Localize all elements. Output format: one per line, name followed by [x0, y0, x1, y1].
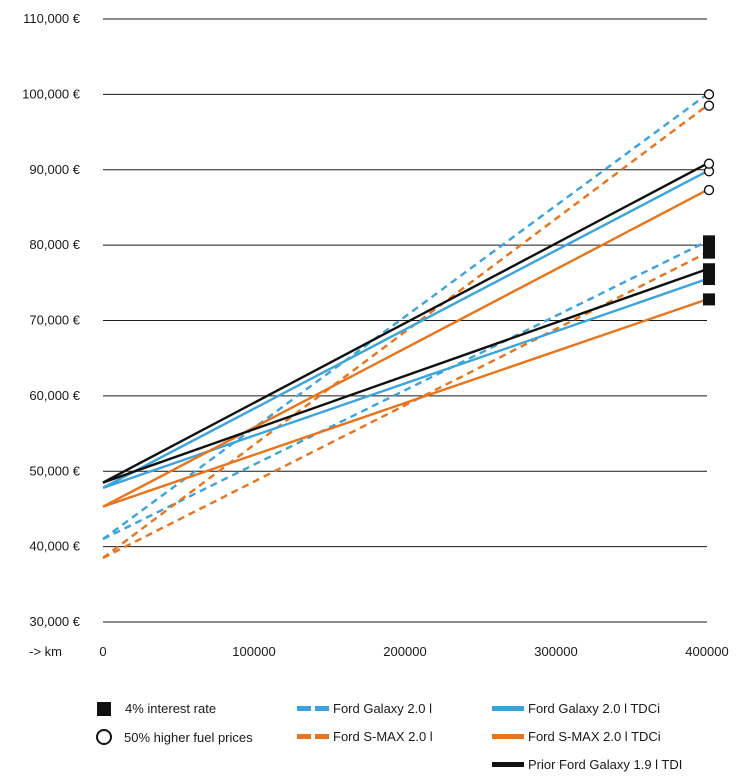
legend-item-prior-galaxy: Prior Ford Galaxy 1.9 l TDI	[492, 757, 682, 772]
y-tick-label: 40,000 €	[29, 539, 80, 554]
square-marker	[703, 246, 715, 259]
y-tick-label: 30,000 €	[29, 614, 80, 629]
series-line	[102, 240, 708, 541]
series-line	[102, 93, 708, 541]
circle-marker	[703, 184, 715, 196]
x-tick-label: 300000	[534, 644, 577, 659]
y-tick-label: 60,000 €	[29, 388, 80, 403]
square-marker	[703, 273, 715, 286]
circle-marker-icon	[96, 729, 112, 745]
x-unit-label: -> km	[29, 644, 62, 659]
series-line	[102, 170, 708, 489]
legend-label: 50% higher fuel prices	[124, 729, 253, 745]
legend-item-fuel: 50% higher fuel prices	[96, 729, 253, 745]
orange-dashed-line-icon	[297, 734, 329, 739]
legend-label: 4% interest rate	[125, 701, 217, 716]
legend-item-galaxy-diesel: Ford Galaxy 2.0 l TDCi	[492, 701, 660, 716]
series-line	[102, 277, 708, 489]
y-tick-label: 50,000 €	[29, 463, 80, 478]
y-tick-label: 70,000 €	[29, 313, 80, 328]
square-marker	[703, 235, 715, 248]
x-tick-label: 400000	[685, 644, 728, 659]
square-marker-icon	[97, 701, 111, 716]
series-line	[102, 268, 708, 484]
series-line	[102, 189, 708, 508]
series-lines	[102, 93, 708, 560]
legend-item-smax-petrol: Ford S-MAX 2.0 l	[297, 729, 433, 744]
legend-label: Ford Galaxy 2.0 l	[333, 701, 432, 716]
y-tick-label: 80,000 €	[29, 237, 80, 252]
series-markers	[703, 89, 715, 306]
series-line	[102, 162, 708, 484]
blue-solid-line-icon	[492, 706, 524, 711]
gridlines	[103, 18, 707, 623]
square-marker	[703, 293, 715, 306]
x-axis-ticks: -> km 0 100000 200000 300000 400000	[29, 644, 729, 659]
series-line	[102, 251, 708, 560]
square-marker	[703, 263, 715, 276]
legend-label: Ford Galaxy 2.0 l TDCi	[528, 701, 660, 716]
x-tick-label: 100000	[232, 644, 275, 659]
line-chart: 30,000 € 40,000 € 50,000 € 60,000 € 70,000 €…	[22, 11, 729, 659]
legend-label: Prior Ford Galaxy 1.9 l TDI	[528, 757, 683, 772]
orange-solid-line-icon	[492, 734, 524, 739]
circle-marker	[703, 100, 715, 111]
y-axis-ticks: 30,000 € 40,000 € 50,000 € 60,000 € 70,000 €…	[22, 11, 81, 629]
legend-label: Ford S-MAX 2.0 l	[333, 729, 433, 744]
legend-item-galaxy-petrol: Ford Galaxy 2.0 l	[297, 701, 432, 716]
y-tick-label: 110,000 €	[23, 11, 81, 26]
legend-item-smax-diesel: Ford S-MAX 2.0 l TDCi	[492, 729, 661, 744]
x-tick-label: 200000	[383, 644, 426, 659]
blue-dashed-line-icon	[297, 706, 329, 711]
y-tick-label: 100,000 €	[22, 86, 81, 101]
black-solid-line-icon	[492, 762, 524, 767]
circle-marker	[703, 89, 715, 100]
y-tick-label: 90,000 €	[29, 162, 80, 177]
legend-label: Ford S-MAX 2.0 l TDCi	[528, 729, 661, 744]
series-line	[102, 104, 708, 559]
x-tick-label: 0	[99, 644, 106, 659]
legend-item-interest: 4% interest rate	[97, 701, 216, 716]
series-line	[102, 298, 708, 508]
circle-marker	[703, 158, 715, 169]
